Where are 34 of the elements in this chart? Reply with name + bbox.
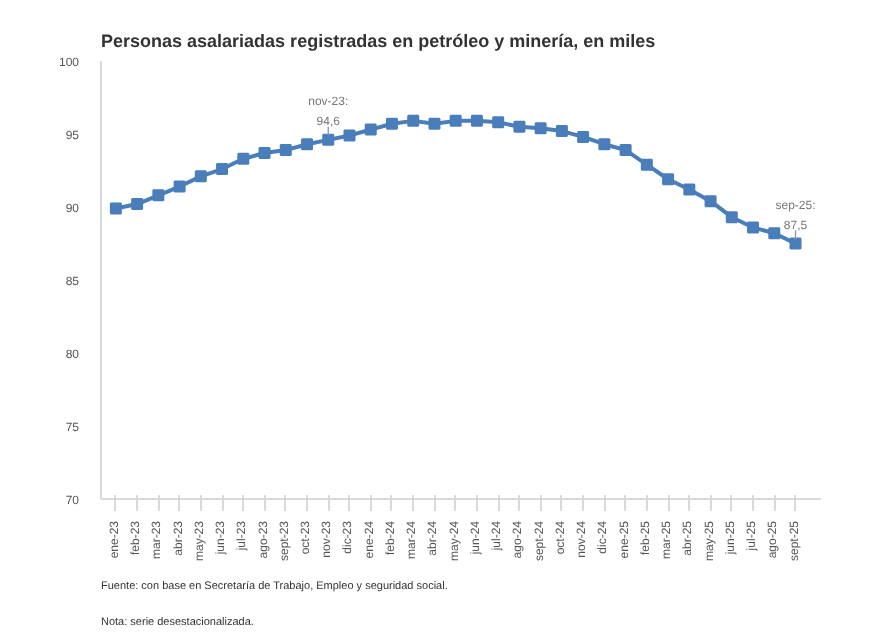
- point: [470, 114, 483, 127]
- point: [428, 117, 441, 130]
- point: [577, 130, 590, 143]
- point: [789, 237, 802, 250]
- point: [364, 123, 377, 136]
- point: [492, 116, 505, 129]
- point: [322, 133, 335, 146]
- point: [216, 163, 229, 176]
- point: [704, 195, 717, 208]
- point: [619, 144, 632, 157]
- point: [449, 114, 462, 127]
- point: [173, 180, 186, 193]
- point: [237, 152, 250, 165]
- point: [555, 125, 568, 138]
- point: [301, 138, 314, 151]
- point: [279, 144, 292, 157]
- point: [258, 146, 271, 159]
- point: [385, 117, 398, 130]
- point: [768, 227, 781, 240]
- point: [152, 189, 165, 202]
- point: [747, 221, 760, 234]
- chart-title: Personas asalariadas registradas en petróleo y minería, en miles: [101, 31, 656, 51]
- point: [534, 122, 547, 135]
- point: [109, 202, 122, 215]
- point: [640, 158, 653, 171]
- point: [598, 138, 611, 151]
- point: [131, 198, 144, 211]
- point: [683, 183, 696, 196]
- point: [407, 114, 420, 127]
- point: [194, 170, 207, 183]
- point: [725, 211, 738, 224]
- point: [343, 129, 356, 142]
- point: [662, 173, 675, 186]
- point: [513, 120, 526, 133]
